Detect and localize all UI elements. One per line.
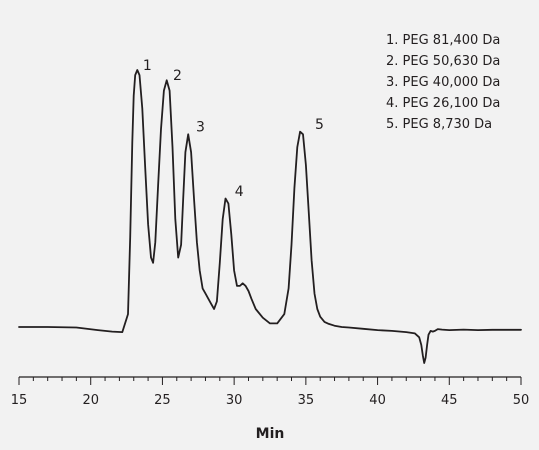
legend-item-4: 4. PEG 26,100 Da — [386, 96, 500, 111]
chromatogram-trace-0 — [18, 69, 522, 364]
x-tick-label: 35 — [298, 393, 315, 408]
x-tick-label: 40 — [369, 393, 386, 408]
x-tick-label: 45 — [441, 393, 458, 408]
peak-label-4: 4 — [235, 184, 244, 200]
legend-item-2: 2. PEG 50,630 Da — [386, 54, 500, 69]
x-tick-label: 20 — [82, 393, 99, 408]
x-tick-label: 30 — [226, 393, 243, 408]
peak-label-1: 1 — [143, 58, 152, 74]
x-axis-title: Min — [256, 426, 285, 442]
x-axis: 15 20 25 30 35 40 45 50 — [11, 376, 530, 408]
legend-item-3: 3. PEG 40,000 Da — [386, 75, 500, 90]
x-tick-label: 15 — [11, 393, 28, 408]
peak-label-5: 5 — [315, 117, 324, 133]
peak-labels: 1 2 3 4 5 — [143, 58, 324, 200]
x-tick-label: 50 — [513, 393, 530, 408]
peak-label-3: 3 — [196, 120, 205, 136]
trace-layer — [18, 69, 522, 364]
legend: 1. PEG 81,400 Da 2. PEG 50,630 Da 3. PEG 4… — [386, 33, 500, 132]
peak-label-2: 2 — [173, 68, 182, 84]
legend-item-1: 1. PEG 81,400 Da — [386, 33, 500, 48]
x-tick-label: 25 — [154, 393, 171, 408]
legend-item-5: 5. PEG 8,730 Da — [386, 117, 492, 132]
